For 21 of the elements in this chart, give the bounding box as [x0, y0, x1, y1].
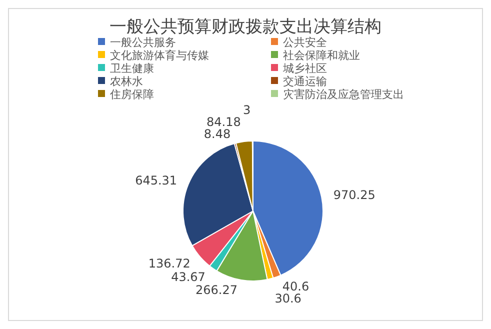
- legend-label: 交通运输: [283, 74, 327, 88]
- legend-label: 灾害防治及应急管理支出: [283, 88, 404, 101]
- data-label: 266.27: [196, 283, 238, 298]
- legend-label: 文化旅游体育与传媒: [110, 48, 209, 62]
- data-label: 645.31: [135, 174, 178, 188]
- legend-label: 一般公共服务: [110, 36, 176, 49]
- data-label: 8.48: [204, 126, 231, 141]
- data-label: 30.6: [274, 291, 302, 306]
- chart-title: 一般公共预算财政拨款支出决算结构: [110, 17, 382, 37]
- legend-label: 城乡社区: [282, 62, 327, 75]
- legend-label: 卫生健康: [110, 62, 154, 75]
- data-label: 970.25: [333, 188, 376, 202]
- data-label: 84.18: [206, 114, 241, 129]
- legend-label: 社会保障和就业: [283, 48, 360, 62]
- legend-label: 住房保障: [110, 88, 154, 101]
- legend-label: 农林水: [110, 74, 143, 88]
- data-label: 43.67: [171, 270, 206, 284]
- data-label: 3: [243, 102, 251, 117]
- legend-label: 公共安全: [283, 36, 327, 49]
- data-label: 40.6: [282, 279, 310, 294]
- data-label: 136.72: [148, 256, 190, 270]
